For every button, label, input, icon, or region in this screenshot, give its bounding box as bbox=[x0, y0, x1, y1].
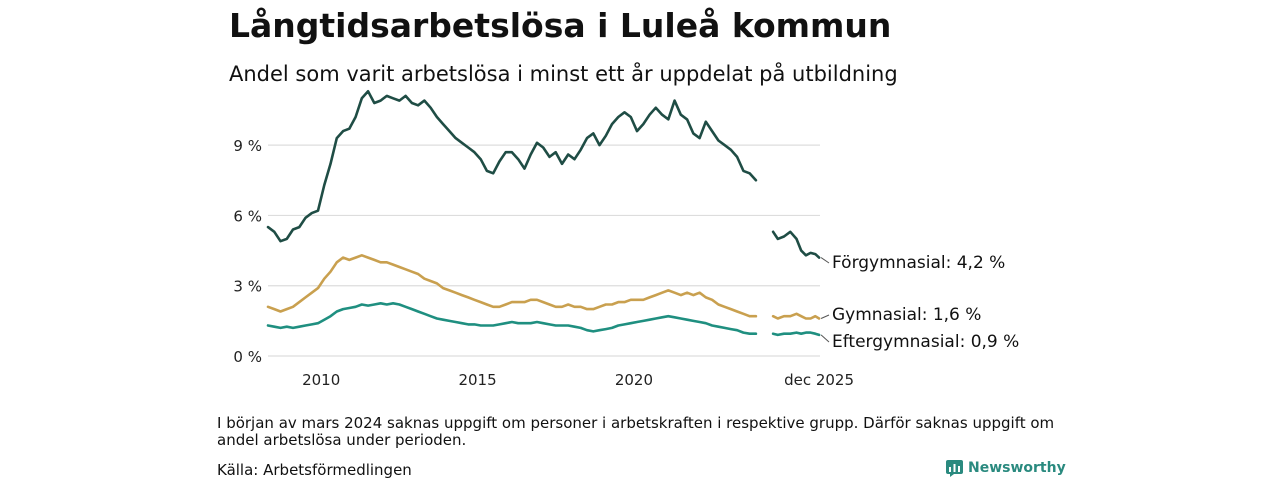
x-tick-label: 2015 bbox=[458, 371, 496, 389]
y-axis-ticks: 0 % 3 % 6 % 9 % bbox=[233, 137, 262, 366]
y-tick-label: 9 % bbox=[233, 137, 262, 155]
y-tick-label: 3 % bbox=[233, 278, 262, 296]
brand-logo[interactable]: Newsworthy bbox=[946, 458, 1066, 478]
footnote: I början av mars 2024 saknas uppgift om … bbox=[217, 414, 1055, 449]
series-label-connector bbox=[820, 257, 830, 264]
y-tick-label: 6 % bbox=[233, 207, 262, 225]
series-line-gymnasial-segment-1 bbox=[266, 254, 758, 318]
series-line-eftergymnasial-segment-1 bbox=[266, 302, 758, 335]
chart-title: Långtidsarbetslösa i Luleå kommun bbox=[229, 6, 892, 45]
series-label-connector bbox=[820, 314, 830, 319]
series-end-label-gymnasial: Gymnasial: 1,6 % bbox=[832, 305, 981, 325]
series-line-förgymnasial-segment-2 bbox=[771, 230, 821, 259]
series-end-label-eftergymnasial: Eftergymnasial: 0,9 % bbox=[832, 332, 1019, 352]
source-text: Källa: Arbetsförmedlingen bbox=[217, 461, 412, 479]
brand-name: Newsworthy bbox=[968, 460, 1066, 476]
series-line-eftergymnasial-segment-2 bbox=[771, 331, 821, 337]
series-end-labels: Förgymnasial: 4,2 % Gymnasial: 1,6 % Efter… bbox=[820, 253, 1019, 352]
x-tick-label: 2020 bbox=[615, 371, 653, 389]
y-tick-label: 0 % bbox=[233, 348, 262, 366]
gridlines bbox=[268, 144, 820, 357]
series-label-connector bbox=[820, 334, 830, 343]
line-chart: 0 % 3 % 6 % 9 % 2010 2015 2020 dec 2025 Förgym… bbox=[233, 90, 1019, 389]
series-line-förgymnasial-segment-1 bbox=[266, 90, 758, 243]
chart-subtitle: Andel som varit arbetslösa i minst ett å… bbox=[229, 62, 898, 86]
x-axis-ticks: 2010 2015 2020 dec 2025 bbox=[302, 371, 854, 389]
x-tick-label: 2010 bbox=[302, 371, 340, 389]
series-lines bbox=[266, 90, 821, 337]
series-line-gymnasial-segment-2 bbox=[771, 312, 821, 320]
series-end-label-förgymnasial: Förgymnasial: 4,2 % bbox=[832, 253, 1005, 273]
x-tick-label: dec 2025 bbox=[784, 371, 854, 389]
newsworthy-logo-icon bbox=[946, 459, 963, 477]
